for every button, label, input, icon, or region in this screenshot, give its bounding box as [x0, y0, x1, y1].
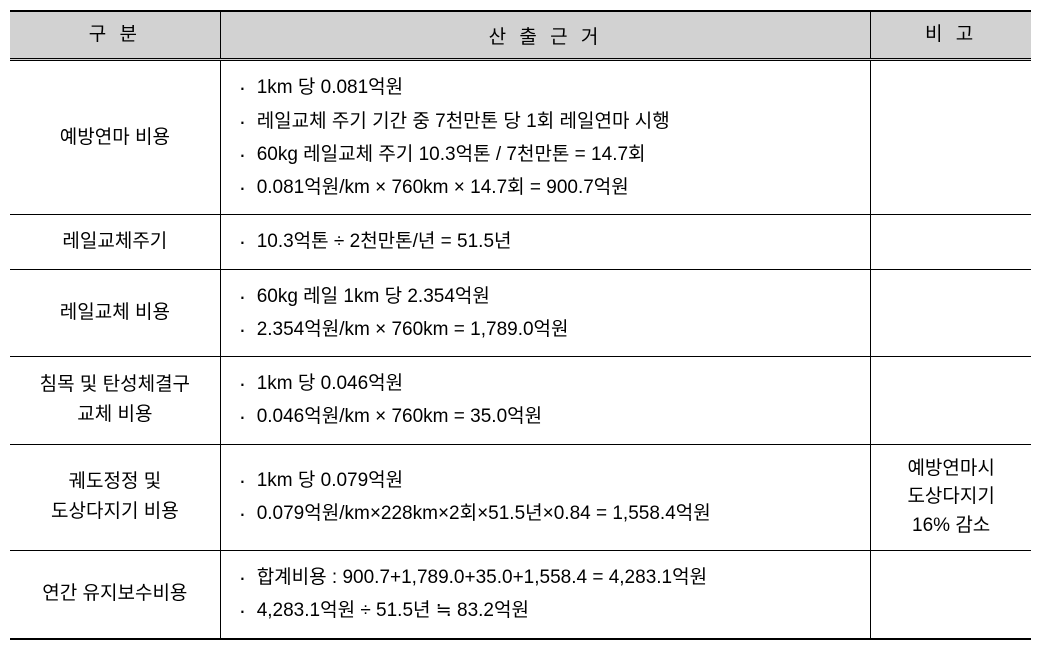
- basis-list: 60kg 레일 1km 당 2.354억원2.354억원/km × 760km …: [235, 280, 857, 347]
- table-row: 궤도정정 및도상다지기 비용1km 당 0.079억원0.079억원/km×22…: [10, 444, 1031, 551]
- table-row: 연간 유지보수비용 합계비용 : 900.7+1,789.0+35.0+1,558…: [10, 551, 1031, 639]
- basis-item: 1km 당 0.081억원: [235, 71, 857, 104]
- basis-item: 1km 당 0.079억원: [235, 464, 857, 497]
- basis-item: 4,283.1억원 ÷ 51.5년 ≒ 83.2억원: [235, 594, 857, 627]
- table-row: 예방연마 비용1km 당 0.081억원레일교체 주기 기간 중 7천만톤 당 …: [10, 60, 1031, 215]
- basis-list: 합계비용 : 900.7+1,789.0+35.0+1,558.4 = 4,28…: [235, 561, 857, 628]
- cell-category: 연간 유지보수비용: [10, 551, 220, 639]
- basis-list: 1km 당 0.081억원레일교체 주기 기간 중 7천만톤 당 1회 레일연마…: [235, 71, 857, 204]
- header-category: 구 분: [10, 11, 220, 60]
- table-row: 레일교체주기 10.3억톤 ÷ 2천만톤/년 = 51.5년: [10, 215, 1031, 269]
- basis-item: 2.354억원/km × 760km = 1,789.0억원: [235, 313, 857, 346]
- cost-table: 구 분 산 출 근 거 비 고 예방연마 비용1km 당 0.081억원레일교체…: [10, 10, 1031, 640]
- basis-item: 0.079억원/km×228km×2회×51.5년×0.84 = 1,558.4…: [235, 497, 857, 530]
- cell-note: 예방연마시도상다지기16% 감소: [871, 444, 1031, 551]
- basis-item: 60kg 레일 1km 당 2.354억원: [235, 280, 857, 313]
- basis-item: 60kg 레일교체 주기 10.3억톤 / 7천만톤 = 14.7회: [235, 138, 857, 171]
- cell-category: 레일교체 비용: [10, 269, 220, 357]
- cell-basis: 합계비용 : 900.7+1,789.0+35.0+1,558.4 = 4,28…: [220, 551, 871, 639]
- basis-list: 1km 당 0.079억원0.079억원/km×228km×2회×51.5년×0…: [235, 464, 857, 531]
- cell-note: [871, 215, 1031, 269]
- basis-list: 10.3억톤 ÷ 2천만톤/년 = 51.5년: [235, 225, 857, 258]
- table-body: 예방연마 비용1km 당 0.081억원레일교체 주기 기간 중 7천만톤 당 …: [10, 60, 1031, 639]
- cell-category: 예방연마 비용: [10, 60, 220, 215]
- basis-item: 합계비용 : 900.7+1,789.0+35.0+1,558.4 = 4,28…: [235, 561, 857, 594]
- table-row: 레일교체 비용60kg 레일 1km 당 2.354억원2.354억원/km ×…: [10, 269, 1031, 357]
- cell-basis: 1km 당 0.079억원0.079억원/km×228km×2회×51.5년×0…: [220, 444, 871, 551]
- cell-basis: 10.3억톤 ÷ 2천만톤/년 = 51.5년: [220, 215, 871, 269]
- cell-category: 레일교체주기: [10, 215, 220, 269]
- cell-note: [871, 357, 1031, 445]
- cell-note: [871, 269, 1031, 357]
- basis-item: 10.3억톤 ÷ 2천만톤/년 = 51.5년: [235, 225, 857, 258]
- table-header-row: 구 분 산 출 근 거 비 고: [10, 11, 1031, 60]
- header-note: 비 고: [871, 11, 1031, 60]
- cell-category: 궤도정정 및도상다지기 비용: [10, 444, 220, 551]
- cell-note: [871, 551, 1031, 639]
- table-row: 침목 및 탄성체결구교체 비용1km 당 0.046억원0.046억원/km ×…: [10, 357, 1031, 445]
- cell-category: 침목 및 탄성체결구교체 비용: [10, 357, 220, 445]
- basis-item: 0.081억원/km × 760km × 14.7회 = 900.7억원: [235, 171, 857, 204]
- basis-item: 레일교체 주기 기간 중 7천만톤 당 1회 레일연마 시행: [235, 105, 857, 138]
- cell-basis: 1km 당 0.081억원레일교체 주기 기간 중 7천만톤 당 1회 레일연마…: [220, 60, 871, 215]
- cost-table-container: 구 분 산 출 근 거 비 고 예방연마 비용1km 당 0.081억원레일교체…: [10, 10, 1031, 640]
- basis-item: 1km 당 0.046억원: [235, 367, 857, 400]
- cell-basis: 60kg 레일 1km 당 2.354억원2.354억원/km × 760km …: [220, 269, 871, 357]
- basis-list: 1km 당 0.046억원0.046억원/km × 760km = 35.0억원: [235, 367, 857, 434]
- cell-note: [871, 60, 1031, 215]
- basis-item: 0.046억원/km × 760km = 35.0억원: [235, 400, 857, 433]
- header-basis: 산 출 근 거: [220, 11, 871, 60]
- cell-basis: 1km 당 0.046억원0.046억원/km × 760km = 35.0억원: [220, 357, 871, 445]
